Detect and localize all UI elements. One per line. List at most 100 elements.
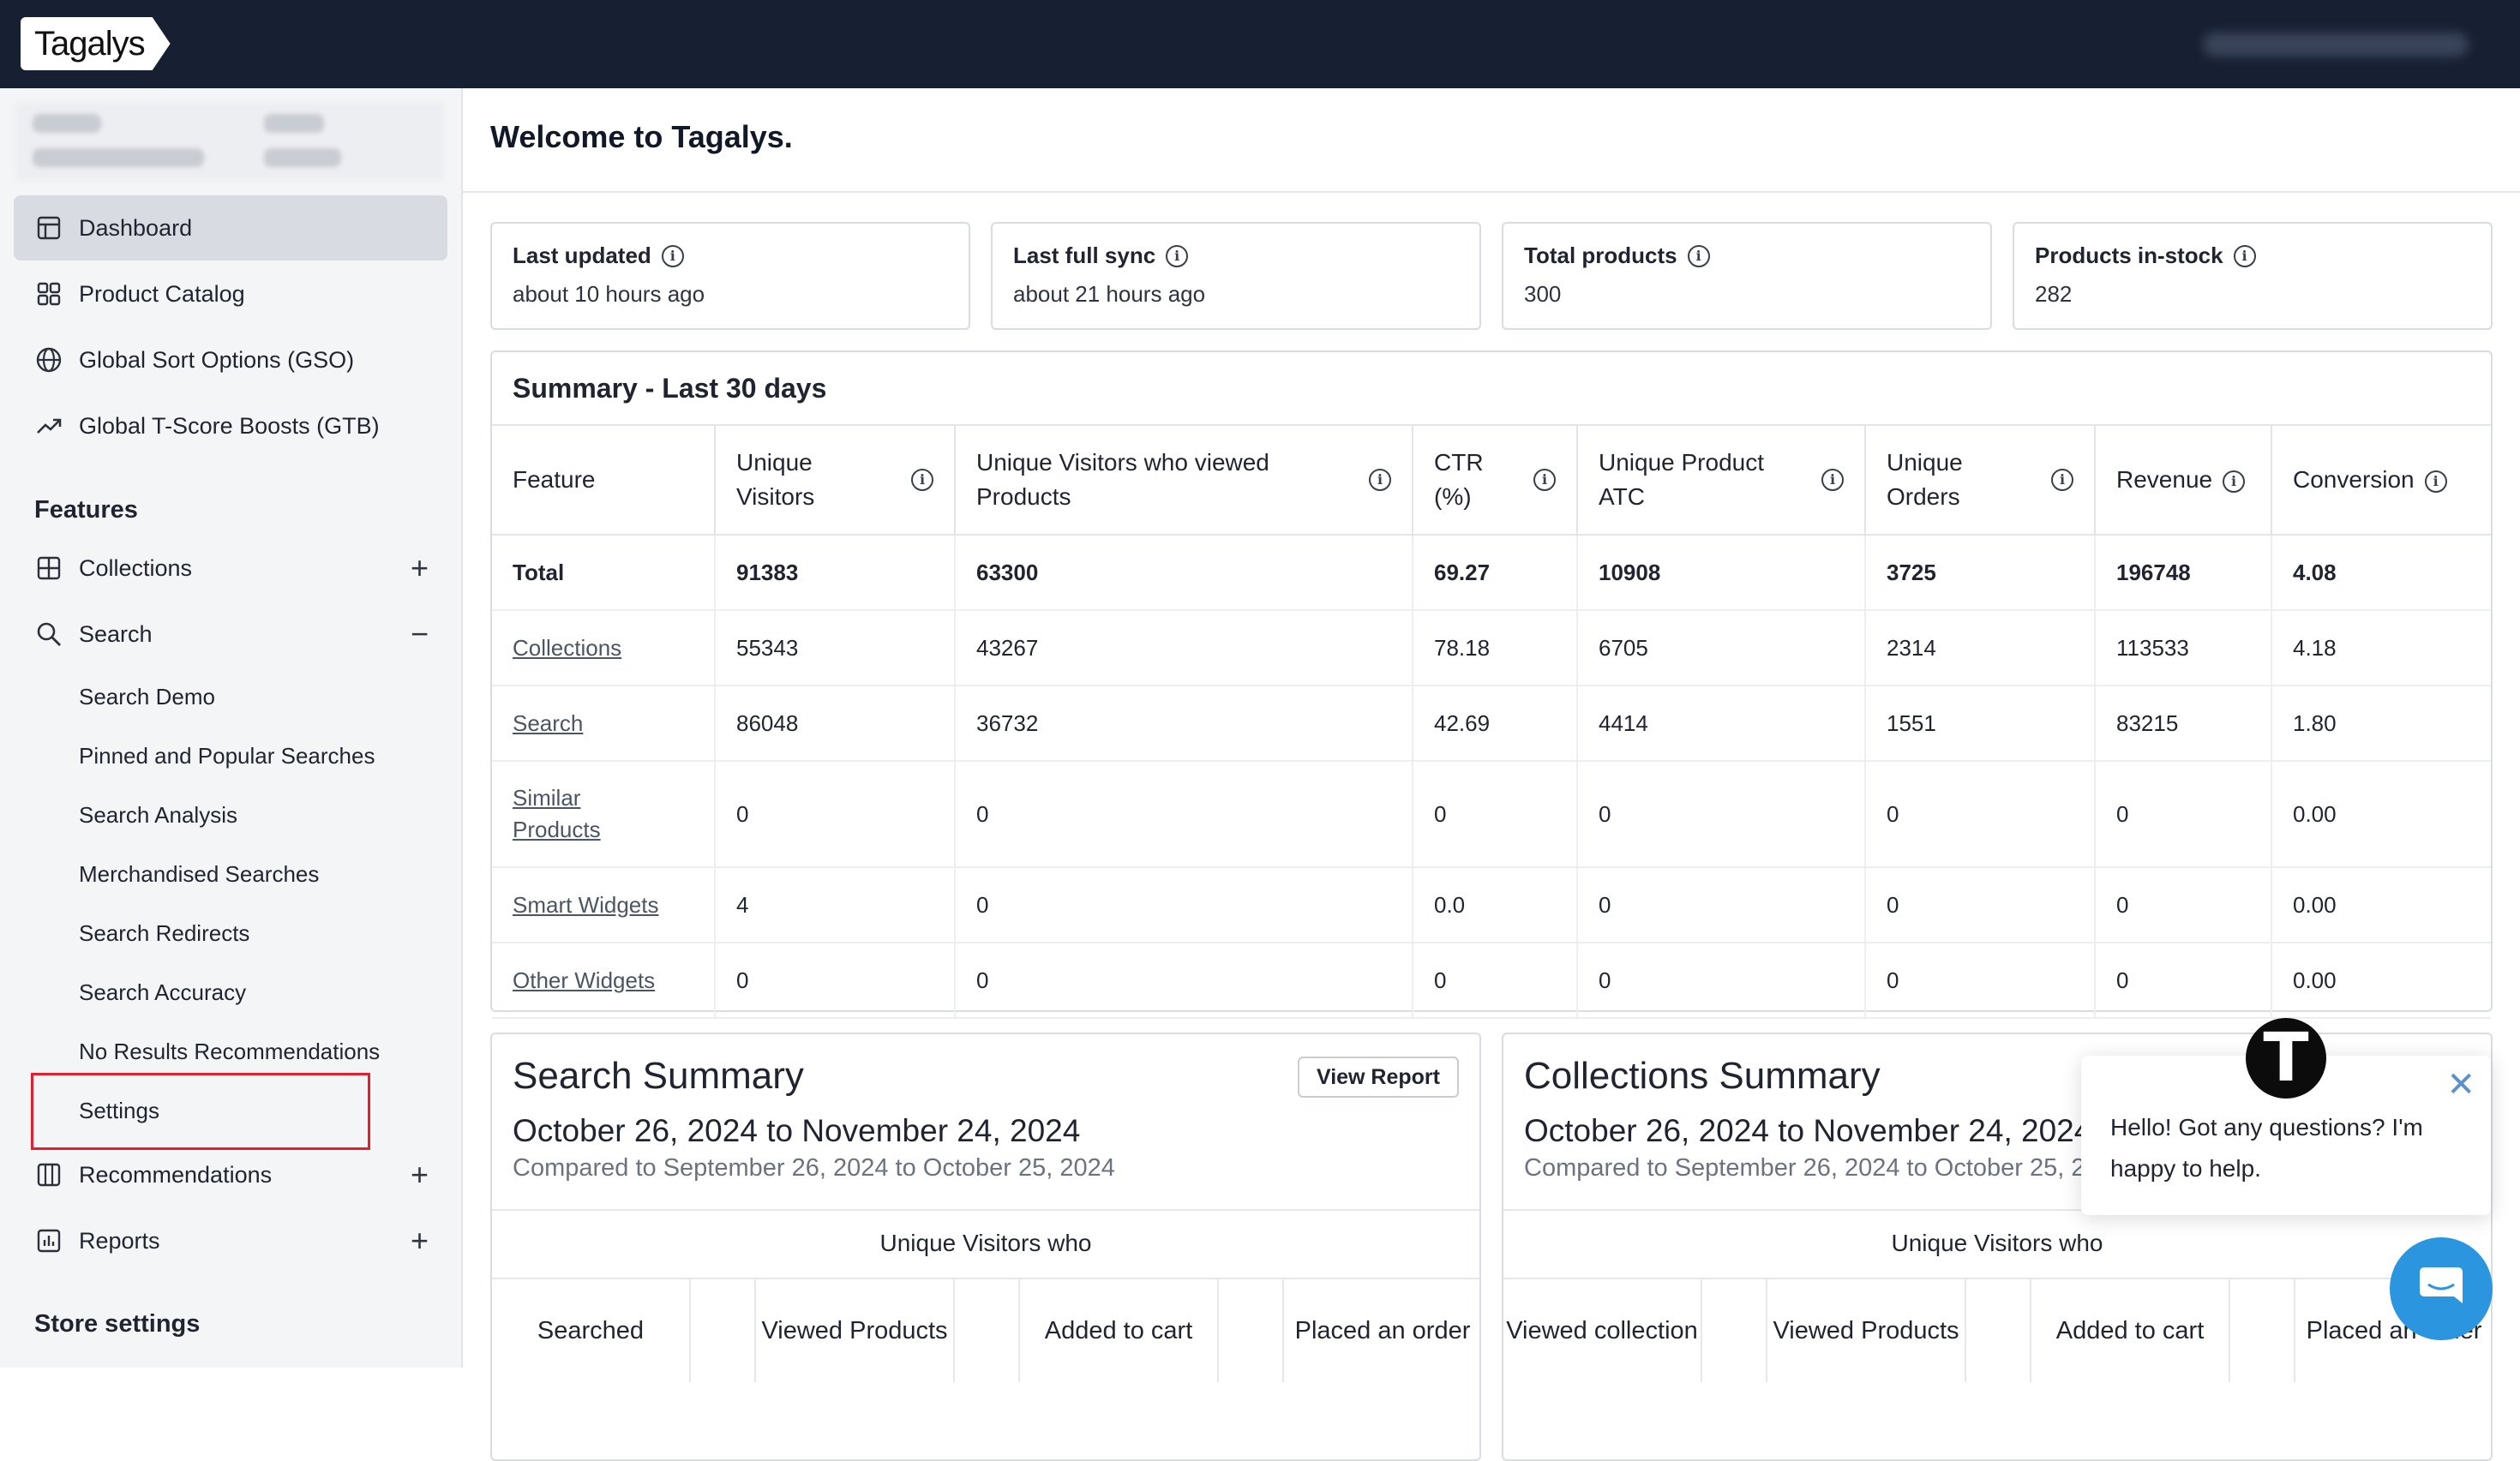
table-cell: 0.00 xyxy=(2271,867,2491,943)
table-row: Search 86048 36732 42.69 4414 1551 83215 1.80 xyxy=(492,686,2491,762)
header-visitors-viewed-products: Unique Visitors who viewed Products i xyxy=(955,424,1413,536)
sidebar-item-collections[interactable]: Collections + xyxy=(14,536,447,601)
table-cell: 91383 xyxy=(715,535,956,611)
feature-link[interactable]: Collections xyxy=(513,634,622,661)
info-icon[interactable]: i xyxy=(1533,469,1556,491)
sidebar-subitem-search-redirects[interactable]: Search Redirects xyxy=(79,920,250,946)
chat-launcher-button[interactable] xyxy=(2390,1237,2493,1340)
divider xyxy=(689,1279,691,1382)
table-cell: 10908 xyxy=(1577,535,1866,611)
table-cell: 0 xyxy=(955,761,1413,868)
table-row: Collections 55343 43267 78.18 6705 2314 113533… xyxy=(492,610,2491,686)
sidebar-item-gso[interactable]: Global Sort Options (GSO) xyxy=(14,327,447,392)
table-cell: 42.69 xyxy=(1413,686,1578,762)
sidebar-subitem-search-demo[interactable]: Search Demo xyxy=(79,684,215,710)
sidebar-item-dashboard[interactable]: Dashboard xyxy=(14,195,447,260)
sidebar-item-label: Global Sort Options (GSO) xyxy=(79,346,355,373)
table-cell-feature: Collections xyxy=(492,610,716,686)
page-title: Welcome to Tagalys. xyxy=(490,119,793,154)
info-icon[interactable]: i xyxy=(2233,244,2256,267)
stat-value: about 21 hours ago xyxy=(1013,281,1206,307)
stat-total-products: Total products i 300 xyxy=(1502,222,1992,330)
table-cell: 0 xyxy=(1865,943,2096,1019)
divider xyxy=(1018,1279,1020,1382)
column-viewed-collection: Viewed collection xyxy=(1506,1317,1698,1344)
summary-table: Feature Unique Visitors i Unique Visitors… xyxy=(492,424,2491,1019)
tagalys-logo[interactable]: Tagalys xyxy=(21,17,171,70)
chat-popup: ✕ Hello! Got any questions? I'm happy to… xyxy=(2081,1056,2491,1215)
divider xyxy=(1503,1209,2491,1211)
header-label: Unique Orders xyxy=(1887,449,1963,510)
table-cell: 36732 xyxy=(955,686,1413,762)
sidebar-item-recommendations[interactable]: Recommendations + xyxy=(14,1142,447,1207)
close-icon[interactable]: ✕ xyxy=(2446,1066,2475,1104)
column-placed-order: Placed an order xyxy=(1294,1317,1471,1344)
table-cell: 4414 xyxy=(1577,686,1866,762)
divider xyxy=(953,1279,955,1382)
divider xyxy=(1766,1279,1767,1382)
store-switcher[interactable] xyxy=(15,102,444,181)
sidebar-subitem-merchandised-searches[interactable]: Merchandised Searches xyxy=(79,861,320,887)
trending-up-icon xyxy=(34,411,63,440)
table-cell: 63300 xyxy=(955,535,1413,611)
chat-bubble-icon xyxy=(2415,1260,2468,1318)
summary-title: Summary - Last 30 days xyxy=(513,373,827,404)
sidebar-subitem-no-results-recommendations[interactable]: No Results Recommendations xyxy=(79,1039,381,1064)
table-cell: 86048 xyxy=(715,686,956,762)
info-icon[interactable]: i xyxy=(1821,469,1844,491)
table-cell: 0 xyxy=(1413,943,1578,1019)
stat-products-in-stock: Products in-stock i 282 xyxy=(2013,222,2493,330)
stat-label: Last full sync xyxy=(1013,243,1156,268)
divider xyxy=(492,1209,1479,1211)
settings-highlight-box xyxy=(31,1073,370,1150)
sidebar-item-reports[interactable]: Reports + xyxy=(14,1208,447,1273)
user-menu[interactable] xyxy=(2203,33,2469,57)
feature-link[interactable]: Similar Products xyxy=(513,785,601,842)
stat-label: Products in-stock xyxy=(2035,243,2223,268)
sidebar-item-product-catalog[interactable]: Product Catalog xyxy=(14,261,447,326)
table-cell-feature: Smart Widgets xyxy=(492,867,716,943)
table-cell: 0 xyxy=(2095,943,2272,1019)
sidebar-subitem-pinned-popular[interactable]: Pinned and Popular Searches xyxy=(79,743,375,769)
sidebar-subitem-search-accuracy[interactable]: Search Accuracy xyxy=(79,979,247,1005)
sidebar-item-search[interactable]: Search − xyxy=(14,602,447,667)
table-cell: 0.00 xyxy=(2271,761,2491,868)
feature-link[interactable]: Other Widgets xyxy=(513,967,656,993)
expand-reports-icon[interactable]: + xyxy=(410,1223,429,1258)
table-cell: 55343 xyxy=(715,610,956,686)
column-added-to-cart: Added to cart xyxy=(1044,1317,1193,1344)
feature-link[interactable]: Smart Widgets xyxy=(513,891,659,918)
info-icon[interactable]: i xyxy=(661,244,684,267)
feature-link[interactable]: Search xyxy=(513,710,584,736)
sidebar: Dashboard Product Catalog Global Sort Op… xyxy=(0,88,463,1368)
card-title: Search Summary xyxy=(513,1055,804,1097)
table-cell: 6705 xyxy=(1577,610,1866,686)
info-icon[interactable]: i xyxy=(2223,470,2246,493)
table-cell-feature: Search xyxy=(492,686,716,762)
info-icon[interactable]: i xyxy=(2424,470,2447,493)
info-icon[interactable]: i xyxy=(2051,469,2073,491)
view-report-button[interactable]: View Report xyxy=(1297,1057,1459,1098)
header-feature: Feature xyxy=(492,424,716,536)
sidebar-subitem-settings[interactable]: Settings xyxy=(79,1098,159,1123)
dashboard-icon xyxy=(34,213,63,243)
expand-recommendations-icon[interactable]: + xyxy=(410,1157,429,1192)
table-cell: 0 xyxy=(1865,761,2096,868)
sidebar-subitem-search-analysis[interactable]: Search Analysis xyxy=(79,802,237,828)
date-range: October 26, 2024 to November 24, 2024 xyxy=(513,1113,1081,1148)
info-icon[interactable]: i xyxy=(1687,244,1710,267)
info-icon[interactable]: i xyxy=(1166,244,1189,267)
collapse-search-icon[interactable]: − xyxy=(410,616,429,651)
header-conversion: Conversion i xyxy=(2271,424,2491,536)
table-cell: 4.18 xyxy=(2271,610,2491,686)
header-label: Unique Visitors xyxy=(736,449,815,510)
divider xyxy=(463,191,2520,193)
divider xyxy=(2030,1279,2031,1382)
info-icon[interactable]: i xyxy=(911,469,933,491)
expand-collections-icon[interactable]: + xyxy=(410,550,429,585)
sidebar-item-gtb[interactable]: Global T-Score Boosts (GTB) xyxy=(14,393,447,458)
header-unique-visitors: Unique Visitors i xyxy=(715,424,956,536)
table-cell: 1551 xyxy=(1865,686,2096,762)
columns-icon xyxy=(34,1160,63,1189)
info-icon[interactable]: i xyxy=(1369,469,1391,491)
